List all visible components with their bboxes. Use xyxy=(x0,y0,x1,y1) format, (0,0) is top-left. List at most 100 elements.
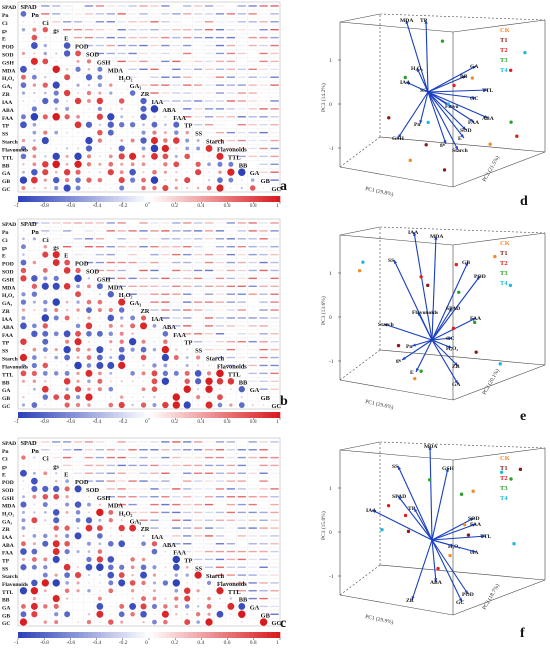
correlation-circle xyxy=(21,379,26,383)
diagonal-label-20: TTL xyxy=(228,154,241,161)
correlation-circle xyxy=(55,472,58,475)
coefficient-mark xyxy=(193,13,203,15)
correlation-circle xyxy=(32,162,37,167)
coefficient-mark xyxy=(237,44,246,47)
correlation-circle xyxy=(43,511,47,514)
coefficient-mark xyxy=(215,5,225,7)
colorbar-segment xyxy=(227,196,233,202)
coefficient-mark xyxy=(183,100,192,102)
correlation-circle xyxy=(194,571,202,579)
box-edge xyxy=(452,447,546,461)
correlation-circle xyxy=(20,541,26,547)
colorbar: -1 -0.8 -0.6 -0.4 -0.2 0 0.2 0.4 0.6 0.8 1 xyxy=(14,196,281,209)
coefficient-mark xyxy=(193,480,203,482)
colorbar-segment xyxy=(127,632,132,638)
colorbar-segment xyxy=(231,196,237,202)
coefficient-mark xyxy=(183,13,192,15)
row-label-1: SPAD xyxy=(2,441,16,447)
correlation-circle xyxy=(219,388,221,391)
coefficient-mark xyxy=(270,147,279,150)
coefficient-mark xyxy=(62,222,72,224)
correlation-circle xyxy=(99,340,101,343)
coefficient-mark xyxy=(161,269,170,272)
sample-point-T2 xyxy=(386,503,391,508)
coefficient-mark xyxy=(248,309,257,311)
correlation-circle xyxy=(30,57,38,65)
row-label-5: E xyxy=(2,254,6,260)
coefficient-mark xyxy=(259,285,268,287)
colorbar-tick-label: 0.8 xyxy=(250,419,257,425)
colorbar-segment xyxy=(79,412,84,418)
correlation-circle xyxy=(64,486,70,492)
row-label-6: POD xyxy=(2,480,14,486)
correlation-circle xyxy=(119,603,125,609)
coefficient-mark xyxy=(226,519,236,521)
diagonal-label-15: FAA xyxy=(173,332,186,339)
coefficient-mark xyxy=(226,246,236,248)
loading-arrow xyxy=(427,91,447,145)
correlation-circle xyxy=(131,131,134,134)
coefficient-mark xyxy=(259,597,268,600)
legend-item-T3: T3 xyxy=(500,57,508,64)
coefficient-mark xyxy=(52,441,61,443)
correlation-circle xyxy=(54,573,58,577)
coefficient-mark xyxy=(248,464,257,467)
colorbar-segment xyxy=(179,412,185,418)
coefficient-mark xyxy=(52,449,61,451)
arrow-head xyxy=(417,68,420,72)
correlation-circle xyxy=(173,121,180,128)
coefficient-mark xyxy=(204,333,214,335)
coefficient-mark xyxy=(139,261,148,264)
coefficient-mark xyxy=(150,527,159,529)
correlation-circle xyxy=(130,565,135,570)
coefficient-mark xyxy=(117,261,126,264)
coefficient-mark xyxy=(183,496,192,498)
coefficient-mark xyxy=(259,52,268,55)
coefficient-mark xyxy=(106,222,115,224)
correlation-circle xyxy=(151,386,158,393)
coefficient-mark xyxy=(248,124,257,126)
correlation-heatmap-a: SPADSPADPnPnCiCigsgsEEPODPODSODSODGSHGSH… xyxy=(2,1,287,209)
arrow-head xyxy=(470,118,474,122)
coefficient-mark xyxy=(270,36,279,39)
colorbar-segment xyxy=(188,632,193,638)
diagonal-label-4: gs xyxy=(53,28,59,35)
correlation-circle xyxy=(66,84,68,86)
coefficient-mark xyxy=(226,92,236,94)
coefficient-mark xyxy=(226,449,236,451)
coefficient-mark xyxy=(226,13,236,15)
correlation-circle xyxy=(20,74,26,80)
correlation-circle xyxy=(151,378,158,385)
coefficient-mark xyxy=(183,230,192,232)
correlation-circle xyxy=(21,518,26,523)
coefficient-mark xyxy=(259,261,268,264)
coefficient-mark xyxy=(172,519,181,521)
correlation-circle xyxy=(107,314,115,322)
loading-label: Pn xyxy=(414,122,421,128)
correlation-circle xyxy=(87,316,91,320)
correlation-circle xyxy=(164,574,167,576)
axis-tick-label: 0 xyxy=(329,530,332,536)
correlation-circle xyxy=(195,612,201,617)
arrow-head xyxy=(424,20,428,24)
correlation-circle xyxy=(42,268,48,273)
coefficient-mark xyxy=(270,269,279,272)
coefficient-mark xyxy=(106,29,115,31)
coefficient-mark xyxy=(237,84,246,86)
coefficient-mark xyxy=(183,238,192,240)
coefficient-mark xyxy=(237,100,246,102)
coefficient-mark xyxy=(183,261,192,264)
correlation-circle xyxy=(208,171,210,174)
colorbar-segment xyxy=(175,412,180,418)
correlation-circle xyxy=(20,564,27,571)
coefficient-mark xyxy=(259,301,268,303)
loading-label: MDA xyxy=(430,234,443,240)
row-label-23: GB xyxy=(2,613,10,619)
coefficient-mark xyxy=(161,246,170,248)
box-edge xyxy=(339,379,454,401)
coefficient-mark xyxy=(226,511,236,514)
sample-point-T4 xyxy=(512,542,516,546)
coefficient-mark xyxy=(106,13,115,15)
colorbar-segment xyxy=(70,196,76,202)
correlation-circle xyxy=(63,50,71,57)
